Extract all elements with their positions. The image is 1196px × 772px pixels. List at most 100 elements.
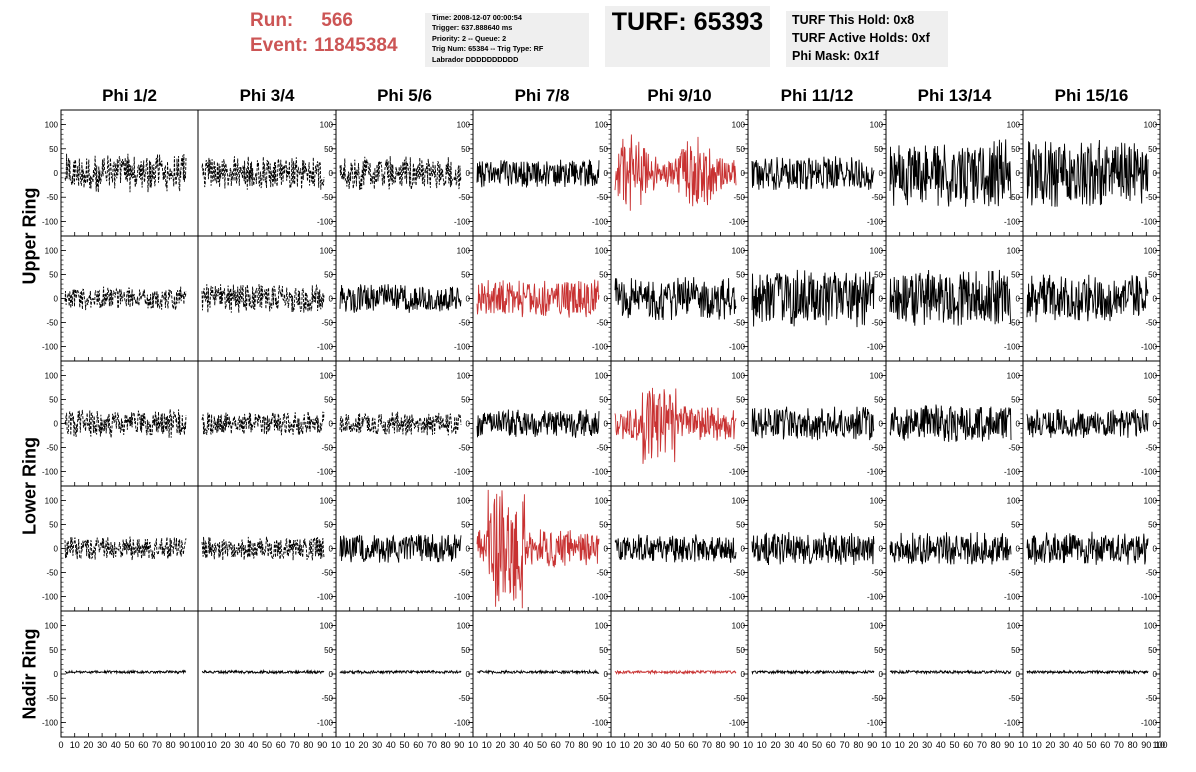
waveform-cell: 100 50 0 -50 -100 — [197, 485, 337, 612]
cell-frame — [885, 610, 1024, 738]
y-tick-label: -50 — [733, 444, 745, 453]
run-value: 566 — [321, 10, 353, 31]
y-tick-label: -50 — [46, 319, 58, 328]
y-tick-label: -50 — [871, 319, 883, 328]
y-tick-label: 0 — [1153, 420, 1158, 429]
y-tick-label: 50 — [461, 145, 470, 154]
y-tick-label: -100 — [867, 217, 884, 226]
cell-frame — [335, 360, 474, 487]
run-event-box: Run: 566 Event: 11845384 — [250, 8, 422, 62]
y-tick-label: 50 — [1011, 520, 1020, 529]
x-tick-label: 60 — [276, 740, 286, 750]
x-tick-label: 80 — [1128, 740, 1138, 750]
x-tick-label: 40 — [386, 740, 396, 750]
y-tick-label: 50 — [874, 145, 883, 154]
y-tick-label: 50 — [324, 395, 333, 404]
x-tick-label: 50 — [399, 740, 409, 750]
y-tick-label: -100 — [1004, 718, 1021, 727]
y-tick-label: -100 — [42, 468, 59, 477]
phi-sector-headers: Phi 1/2 Phi 3/4 Phi 5/6 Phi 7/8 Phi 9/10 Phi … — [0, 86, 1196, 110]
y-tick-label: -50 — [1008, 444, 1020, 453]
y-tick-label: -100 — [1004, 217, 1021, 226]
waveform-trace — [339, 411, 462, 436]
waveform-trace — [476, 279, 600, 318]
x-tick-label: 90 — [867, 740, 877, 750]
y-tick-label: 100 — [870, 246, 884, 255]
y-tick-label: -100 — [317, 217, 334, 226]
y-tick-label: -100 — [592, 718, 609, 727]
y-tick-label: -100 — [729, 468, 746, 477]
waveform-trace — [201, 536, 325, 561]
phi-header: Phi 15/16 — [1054, 86, 1129, 105]
y-tick-label: 100 — [1007, 246, 1021, 255]
waveform-cell: 100 50 0 -50 -100 — [42, 109, 199, 237]
y-tick-label: -50 — [1145, 193, 1157, 202]
y-tick-label: 0 — [741, 545, 746, 554]
y-tick-label: 0 — [54, 670, 59, 679]
y-tick-label: -50 — [733, 319, 745, 328]
y-tick-label: 0 — [879, 420, 884, 429]
y-tick-label: 100 — [732, 496, 746, 505]
waveform-cell: 100 50 0 -50 -100 — [42, 360, 199, 487]
y-tick-label: -50 — [458, 319, 470, 328]
y-tick-label: 50 — [324, 646, 333, 655]
waveform-cell: 100 50 0 -50 -100 — [747, 109, 887, 237]
y-tick-label: 0 — [466, 169, 471, 178]
event-row: Event: 11845384 — [250, 33, 422, 58]
y-tick-label: 0 — [466, 420, 471, 429]
x-tick-label: 20 — [83, 740, 93, 750]
cell-frame — [335, 610, 474, 738]
y-tick-label: -100 — [1004, 343, 1021, 352]
x-tick-label: 70 — [565, 740, 575, 750]
y-tick-label: 0 — [54, 545, 59, 554]
y-tick-label: 100 — [595, 246, 609, 255]
waveform-trace — [889, 269, 1012, 326]
waveform-trace — [1026, 531, 1149, 565]
waveform-cell: 100 50 0 -50 -100 — [1022, 610, 1161, 738]
y-tick-label: 0 — [329, 545, 334, 554]
waveform-cell: 100 50 0 -50 -100 — [610, 360, 749, 487]
y-tick-label: -100 — [592, 593, 609, 602]
y-tick-label: 50 — [736, 520, 745, 529]
waveform-cell: 100 50 0 -50 -100 — [42, 485, 199, 612]
x-tick-label: 10 — [881, 740, 891, 750]
x-tick-label: 80 — [441, 740, 451, 750]
y-tick-label: -50 — [458, 569, 470, 578]
y-tick-label: 50 — [49, 646, 58, 655]
y-tick-label: 0 — [466, 545, 471, 554]
x-tick-label: 80 — [716, 740, 726, 750]
x-tick-label: 10 — [468, 740, 478, 750]
y-tick-label: -100 — [592, 217, 609, 226]
x-tick-label: 90 — [729, 740, 739, 750]
waveform-cell: 100 50 0 -50 -100 — [885, 360, 1024, 487]
y-tick-label: -100 — [454, 217, 471, 226]
x-tick-label: 20 — [633, 740, 643, 750]
waveform-cell: 100 50 0 -50 -100 — [610, 109, 749, 237]
y-tick-label: 0 — [741, 295, 746, 304]
waveform-cell: 100 50 0 -50 -100 — [42, 235, 199, 362]
y-tick-label: -50 — [1008, 694, 1020, 703]
y-tick-label: 0 — [54, 295, 59, 304]
waveform-cell: 100 50 0 -50 -100 — [42, 610, 199, 738]
waveform-cell: 100 50 0 -50 -100 — [335, 235, 474, 362]
y-tick-label: 50 — [874, 395, 883, 404]
waveform-trace — [614, 277, 737, 321]
y-tick-label: 0 — [1016, 169, 1021, 178]
x-tick-label: 50 — [812, 740, 822, 750]
y-tick-label: 100 — [45, 246, 59, 255]
y-tick-label: -50 — [321, 694, 333, 703]
x-tick-label: 70 — [290, 740, 300, 750]
waveform-trace — [201, 156, 325, 190]
waveform-trace — [1026, 139, 1149, 207]
y-tick-label: -100 — [42, 217, 59, 226]
waveform-trace — [889, 668, 1012, 676]
x-tick-label: 40 — [661, 740, 671, 750]
waveform-cell: 100 50 0 -50 -100 — [197, 235, 337, 362]
x-tick-label: 40 — [936, 740, 946, 750]
y-tick-label: 100 — [457, 622, 471, 631]
turf-active-holds: TURF Active Holds: 0xf — [792, 31, 930, 45]
waveform-cell: 100 50 0 -50 -100 — [197, 360, 337, 487]
x-tick-label: 60 — [413, 740, 423, 750]
x-tick-label: 30 — [1059, 740, 1069, 750]
y-tick-label: 0 — [1016, 545, 1021, 554]
